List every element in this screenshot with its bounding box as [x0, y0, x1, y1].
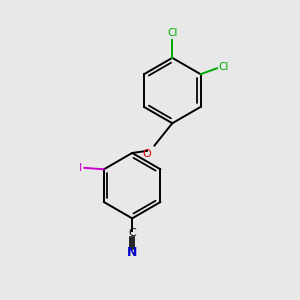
Text: N: N — [127, 246, 137, 259]
Text: C: C — [128, 228, 136, 238]
Text: O: O — [143, 149, 152, 160]
Text: Cl: Cl — [218, 62, 229, 72]
Text: Cl: Cl — [167, 28, 178, 38]
Text: I: I — [79, 163, 82, 173]
